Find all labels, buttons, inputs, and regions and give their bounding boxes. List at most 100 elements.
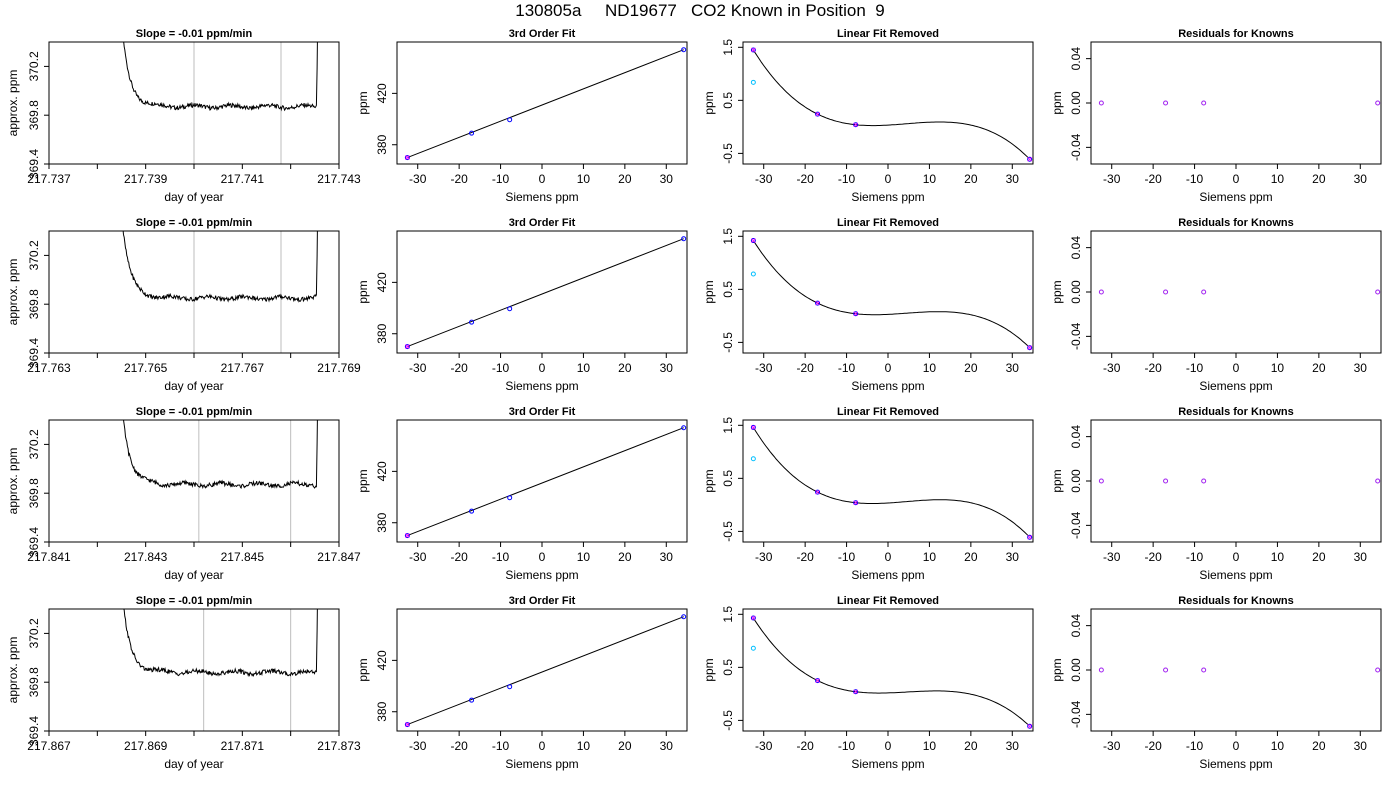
x-tick-label: 217.741 bbox=[221, 172, 265, 186]
plot-title: Linear Fit Removed bbox=[837, 28, 939, 40]
residual-point bbox=[1163, 667, 1169, 673]
unknown-cross bbox=[405, 344, 410, 349]
y-tick-label: 1.5 bbox=[721, 39, 735, 56]
plot-title: Linear Fit Removed bbox=[837, 595, 939, 607]
x-tick-label: 217.767 bbox=[221, 361, 265, 375]
x-tick-label: 20 bbox=[618, 739, 632, 753]
x-tick-label: 0 bbox=[885, 172, 892, 186]
x-tick-label: 20 bbox=[1312, 550, 1326, 564]
x-tick-label: 10 bbox=[923, 550, 937, 564]
x-tick-label: -20 bbox=[1144, 739, 1162, 753]
x-tick-label: 0 bbox=[1233, 361, 1240, 375]
panel: Linear Fit Removed -30 -20 -10 0 10 20 30 -0.5 0.… bbox=[702, 217, 1034, 393]
y-tick-label: 369.8 bbox=[27, 667, 41, 697]
unknown-point bbox=[750, 645, 756, 651]
y-tick-label: -0.04 bbox=[1069, 700, 1083, 728]
y-tick-label: 0.00 bbox=[1069, 469, 1083, 493]
plot-data bbox=[404, 425, 687, 539]
plot-title: Residuals for Knowns bbox=[1178, 595, 1294, 607]
y-tick-label: 369.8 bbox=[27, 289, 41, 319]
x-tick-label: -20 bbox=[450, 739, 468, 753]
known-point bbox=[469, 130, 475, 136]
plot-title: Slope = -0.01 ppm/min bbox=[136, 406, 253, 418]
panel: 3rd Order Fit -30 -20 -10 0 10 20 30 380 420 Sieme… bbox=[356, 28, 688, 204]
residual-point bbox=[1201, 667, 1207, 673]
fit-cross bbox=[1027, 345, 1032, 350]
residual-point bbox=[1163, 289, 1169, 295]
known-point bbox=[750, 615, 756, 621]
y-tick-label: 0.5 bbox=[721, 92, 735, 109]
y-axis-label: ppm bbox=[702, 469, 716, 492]
x-tick-label: -30 bbox=[1103, 172, 1121, 186]
x-tick-label: -20 bbox=[450, 172, 468, 186]
y-tick-label: 420 bbox=[375, 83, 389, 103]
plot-frame bbox=[396, 230, 688, 354]
unknown-cross bbox=[405, 533, 410, 538]
known-point bbox=[507, 495, 513, 501]
cubic-fit-curve bbox=[752, 617, 1030, 726]
x-tick-label: -30 bbox=[1103, 361, 1121, 375]
x-tick-label: 0 bbox=[1233, 172, 1240, 186]
known-point bbox=[404, 533, 410, 539]
plot-frame bbox=[1090, 419, 1382, 543]
y-tick-label: 380 bbox=[375, 134, 389, 154]
cubic-fit-curve bbox=[752, 240, 1030, 348]
plot-data bbox=[404, 47, 687, 161]
x-tick-label: 217.841 bbox=[27, 550, 71, 564]
plot-title: Linear Fit Removed bbox=[837, 217, 939, 229]
x-tick-label: 0 bbox=[539, 739, 546, 753]
y-tick-label: 370.2 bbox=[27, 618, 41, 648]
y-tick-label: 420 bbox=[375, 650, 389, 670]
y-axis-label: ppm bbox=[1050, 469, 1064, 492]
known-point bbox=[853, 311, 859, 317]
known-point bbox=[1027, 723, 1033, 729]
plot-data bbox=[404, 236, 687, 350]
plot-frame bbox=[1090, 608, 1382, 732]
fit-cross bbox=[853, 689, 858, 695]
x-tick-label: 0 bbox=[539, 361, 546, 375]
panel: Linear Fit Removed -30 -20 -10 0 10 20 30 -0.5 0.… bbox=[702, 28, 1034, 204]
x-tick-label: -10 bbox=[838, 550, 856, 564]
x-tick-label: 10 bbox=[1271, 550, 1285, 564]
plot-data bbox=[123, 42, 318, 164]
plot-data bbox=[123, 609, 318, 731]
x-tick-label: -30 bbox=[755, 172, 773, 186]
fit-cross bbox=[751, 425, 756, 430]
y-tick-label: 0.00 bbox=[1069, 658, 1083, 682]
plot-frame bbox=[48, 608, 340, 732]
y-axis-label: ppm bbox=[1050, 658, 1064, 681]
x-tick-label: 217.845 bbox=[221, 550, 265, 564]
x-axis-label: Siemens ppm bbox=[851, 757, 924, 771]
panel: Linear Fit Removed -30 -20 -10 0 10 20 30 -0.5 0.… bbox=[702, 406, 1034, 582]
plot-frame bbox=[742, 419, 1034, 543]
x-tick-label: 217.867 bbox=[27, 739, 71, 753]
x-tick-label: 10 bbox=[577, 550, 591, 564]
panel: Slope = -0.01 ppm/min 217.841 217.843 217.8… bbox=[6, 406, 361, 582]
x-tick-label: 217.739 bbox=[124, 172, 168, 186]
fit-cross bbox=[1027, 534, 1032, 540]
plot-frame bbox=[48, 419, 340, 543]
plot-title: 3rd Order Fit bbox=[509, 406, 576, 418]
y-tick-label: -0.04 bbox=[1069, 511, 1083, 539]
plot-title: 3rd Order Fit bbox=[509, 28, 576, 40]
y-axis-label: ppm bbox=[356, 280, 370, 303]
x-tick-label: -20 bbox=[796, 172, 814, 186]
x-tick-label: 30 bbox=[660, 739, 674, 753]
fit-cross bbox=[1027, 723, 1032, 729]
x-tick-label: 20 bbox=[1312, 739, 1326, 753]
y-tick-label: -0.5 bbox=[721, 710, 735, 731]
x-axis-label: Siemens ppm bbox=[851, 568, 924, 582]
x-tick-label: -30 bbox=[409, 361, 427, 375]
x-tick-label: -30 bbox=[755, 550, 773, 564]
known-point bbox=[750, 238, 756, 244]
residual-point bbox=[1163, 100, 1169, 106]
x-tick-label: 217.769 bbox=[317, 361, 361, 375]
known-point bbox=[681, 425, 687, 431]
x-tick-label: 30 bbox=[1354, 361, 1368, 375]
x-tick-label: 0 bbox=[539, 550, 546, 564]
fit-cross bbox=[853, 122, 858, 128]
known-point bbox=[404, 344, 410, 350]
y-tick-label: 1.5 bbox=[721, 228, 735, 245]
known-point bbox=[507, 117, 513, 123]
known-point bbox=[750, 47, 756, 53]
